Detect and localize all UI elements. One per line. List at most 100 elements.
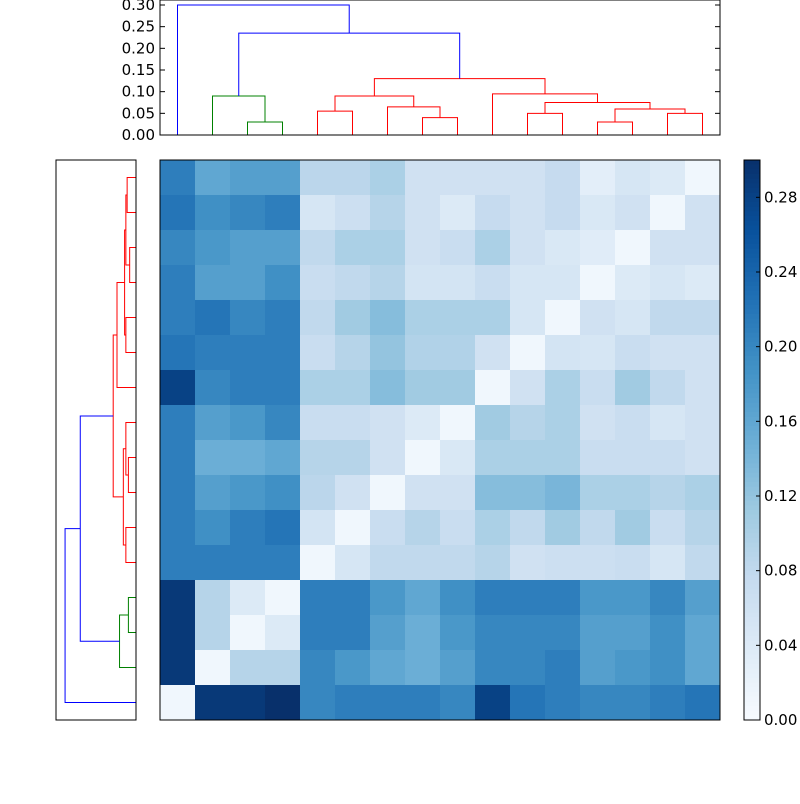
colorbar-segment (744, 267, 760, 273)
colorbar-segment (744, 514, 760, 520)
heatmap-cell (475, 265, 511, 301)
heatmap-cell (685, 160, 721, 196)
heatmap-cell (265, 265, 301, 301)
colorbar-segment (744, 304, 760, 310)
colorbar-segment (744, 580, 760, 586)
heatmap-cell (650, 230, 686, 266)
colorbar-segment (744, 706, 760, 712)
top-dendrogram-tick-label: 0.15 (122, 61, 155, 79)
heatmap-cell (580, 195, 616, 231)
heatmap-cell (545, 580, 581, 616)
heatmap-cell (545, 265, 581, 301)
heatmap-cell (300, 405, 336, 441)
heatmap-cell (580, 335, 616, 371)
heatmap-cell (580, 405, 616, 441)
heatmap-cell (615, 510, 651, 546)
colorbar-segment (744, 640, 760, 646)
heatmap-cell (475, 685, 511, 721)
top-dendrogram-link (422, 117, 458, 135)
colorbar-segment (744, 440, 760, 446)
colorbar-segment (744, 295, 760, 301)
heatmap-cell (265, 335, 301, 371)
heatmap-cell (475, 580, 511, 616)
heatmap-cell (300, 440, 336, 476)
colorbar-segment (744, 206, 760, 212)
heatmap-cell (440, 300, 476, 336)
heatmap-cell (230, 580, 266, 616)
colorbar-segment (744, 398, 760, 404)
top-dendrogram-tick-label: 0.25 (122, 18, 155, 36)
heatmap-cell (160, 335, 196, 371)
heatmap-cell (510, 650, 546, 686)
top-dendrogram-link (373, 78, 546, 96)
heatmap-cell (370, 510, 406, 546)
heatmap-cell (615, 580, 651, 616)
colorbar-segment (744, 421, 760, 427)
colorbar-segment (744, 556, 760, 562)
colorbar-segment (744, 570, 760, 576)
left-dendrogram-link (64, 528, 136, 703)
heatmap-cell (195, 475, 231, 511)
heatmap-cell (335, 510, 371, 546)
heatmap-cell (230, 615, 266, 651)
heatmap-cell (230, 230, 266, 266)
colorbar-segment (744, 346, 760, 352)
left-dendrogram-link (79, 415, 120, 642)
heatmap-cell (510, 370, 546, 406)
colorbar-tick-label: 0.04 (764, 636, 797, 654)
heatmap-cell (615, 650, 651, 686)
left-dendrogram-link (127, 597, 136, 633)
heatmap-cell (580, 300, 616, 336)
heatmap-cell (195, 685, 231, 721)
colorbar-segment (744, 402, 760, 408)
colorbar-segment (744, 510, 760, 516)
colorbar-segment (744, 192, 760, 198)
colorbar-segment (744, 463, 760, 469)
left-dendrogram-link (119, 614, 136, 668)
colorbar-segment (744, 696, 760, 702)
top-dendrogram-link (544, 102, 651, 114)
heatmap-cell (335, 615, 371, 651)
heatmap-cell (685, 545, 721, 581)
top-dendrogram-link (597, 121, 633, 135)
heatmap-cell (300, 475, 336, 511)
heatmap-cell (335, 545, 371, 581)
colorbar-segment (744, 608, 760, 614)
heatmap-cell (370, 685, 406, 721)
top-dendrogram-tick-label: 0.05 (122, 104, 155, 122)
heatmap-cell (510, 685, 546, 721)
colorbar-segment (744, 248, 760, 254)
colorbar-segment (744, 258, 760, 264)
colorbar-segment (744, 202, 760, 208)
colorbar-segment (744, 617, 760, 623)
heatmap-cell (265, 650, 301, 686)
heatmap-cell (300, 160, 336, 196)
heatmap-cell (685, 580, 721, 616)
colorbar-segment (744, 444, 760, 450)
heatmap-cell (580, 510, 616, 546)
colorbar-segment (744, 687, 760, 693)
heatmap-cell (370, 580, 406, 616)
colorbar-segment (744, 356, 760, 362)
heatmap-cell (685, 510, 721, 546)
left-dendrogram-link (127, 457, 136, 493)
heatmap-cell (440, 510, 476, 546)
heatmap-cell (615, 685, 651, 721)
heatmap-cell (405, 195, 441, 231)
colorbar-segment (744, 337, 760, 343)
heatmap-cell (405, 440, 441, 476)
colorbar-segment (744, 631, 760, 637)
colorbar-segment (744, 598, 760, 604)
heatmap-cell (580, 615, 616, 651)
heatmap-cell (230, 160, 266, 196)
heatmap-cell (335, 335, 371, 371)
left-dendrogram-link (125, 194, 130, 266)
heatmap-cell (650, 510, 686, 546)
colorbar-segment (744, 486, 760, 492)
heatmap (159, 159, 721, 721)
heatmap-cell (160, 650, 196, 686)
heatmap-cell (510, 265, 546, 301)
heatmap-cell (370, 160, 406, 196)
heatmap-cell (300, 615, 336, 651)
heatmap-cell (685, 195, 721, 231)
